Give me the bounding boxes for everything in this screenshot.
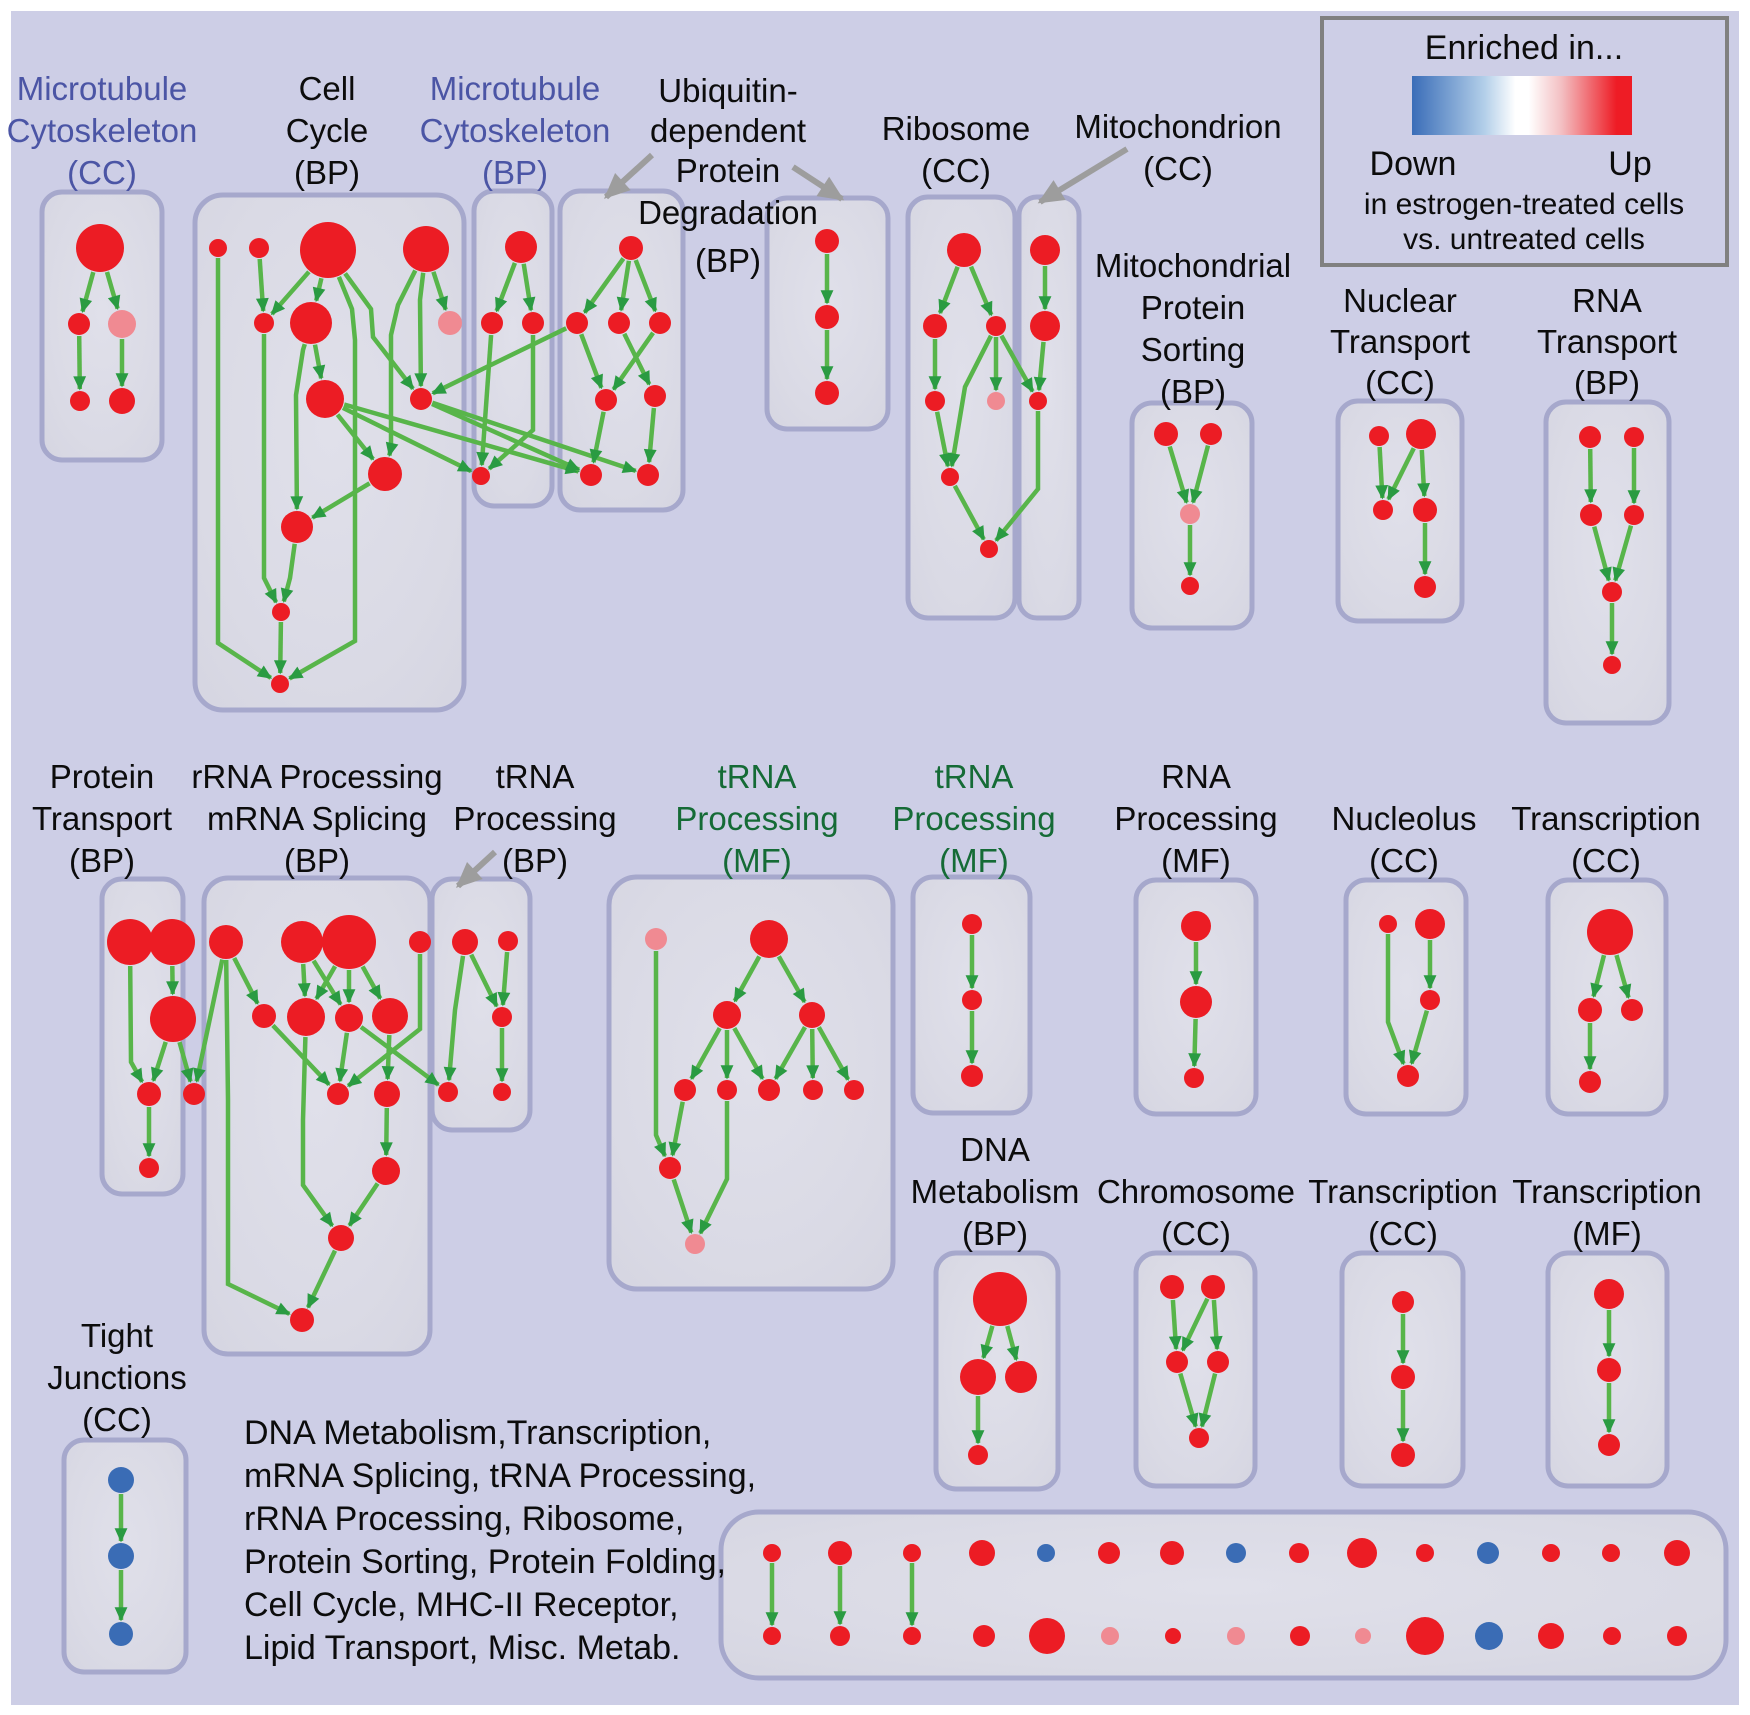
svg-text:(BP): (BP) bbox=[1160, 373, 1226, 410]
svg-text:(CC): (CC) bbox=[1369, 842, 1439, 879]
svg-text:Microtubule: Microtubule bbox=[430, 70, 601, 107]
svg-text:Processing: Processing bbox=[892, 800, 1055, 837]
svg-text:Ribosome: Ribosome bbox=[882, 110, 1031, 147]
svg-text:Junctions: Junctions bbox=[47, 1359, 186, 1396]
svg-text:Transcription: Transcription bbox=[1512, 1173, 1702, 1210]
svg-text:mRNA Splicing, tRNA Processing: mRNA Splicing, tRNA Processing, bbox=[244, 1457, 756, 1495]
svg-text:Processing: Processing bbox=[1114, 800, 1277, 837]
svg-text:tRNA: tRNA bbox=[935, 758, 1014, 795]
svg-text:Down: Down bbox=[1370, 145, 1457, 183]
svg-text:Cell: Cell bbox=[299, 70, 356, 107]
svg-text:(BP): (BP) bbox=[284, 842, 350, 879]
svg-text:Cycle: Cycle bbox=[286, 112, 369, 149]
svg-text:Transport: Transport bbox=[1330, 323, 1470, 360]
svg-text:Cytoskeleton: Cytoskeleton bbox=[420, 112, 611, 149]
svg-text:tRNA: tRNA bbox=[718, 758, 797, 795]
svg-text:Transport: Transport bbox=[1537, 323, 1677, 360]
svg-text:(MF): (MF) bbox=[939, 842, 1009, 879]
svg-text:Degradation: Degradation bbox=[638, 194, 818, 231]
svg-text:Protein: Protein bbox=[676, 152, 781, 189]
svg-text:(BP): (BP) bbox=[482, 154, 548, 191]
svg-text:Microtubule: Microtubule bbox=[17, 70, 188, 107]
svg-text:Processing: Processing bbox=[453, 800, 616, 837]
svg-text:Transcription: Transcription bbox=[1308, 1173, 1498, 1210]
svg-text:Processing: Processing bbox=[675, 800, 838, 837]
svg-text:rRNA Processing: rRNA Processing bbox=[191, 758, 442, 795]
svg-text:vs. untreated cells: vs. untreated cells bbox=[1403, 223, 1645, 256]
svg-text:(CC): (CC) bbox=[921, 152, 991, 189]
svg-text:Sorting: Sorting bbox=[1141, 331, 1246, 368]
svg-text:(BP): (BP) bbox=[294, 154, 360, 191]
svg-text:(BP): (BP) bbox=[962, 1215, 1028, 1252]
svg-text:Protein: Protein bbox=[1141, 289, 1246, 326]
svg-text:Up: Up bbox=[1608, 145, 1651, 183]
svg-text:Metabolism: Metabolism bbox=[911, 1173, 1080, 1210]
svg-text:RNA: RNA bbox=[1572, 282, 1642, 319]
svg-text:RNA: RNA bbox=[1161, 758, 1231, 795]
svg-text:(MF): (MF) bbox=[1572, 1215, 1642, 1252]
svg-text:Protein: Protein bbox=[50, 758, 155, 795]
svg-text:Enriched in...: Enriched in... bbox=[1425, 29, 1623, 67]
svg-text:rRNA Processing, Ribosome,: rRNA Processing, Ribosome, bbox=[244, 1500, 684, 1538]
svg-text:(CC): (CC) bbox=[1368, 1215, 1438, 1252]
svg-text:Mitochondrion: Mitochondrion bbox=[1074, 108, 1281, 145]
svg-text:Lipid Transport, Misc. Metab.: Lipid Transport, Misc. Metab. bbox=[244, 1629, 681, 1667]
svg-text:(CC): (CC) bbox=[1571, 842, 1641, 879]
svg-text:Cell Cycle, MHC-II Receptor,: Cell Cycle, MHC-II Receptor, bbox=[244, 1586, 679, 1624]
svg-text:(CC): (CC) bbox=[67, 154, 137, 191]
svg-text:Transport: Transport bbox=[32, 800, 172, 837]
svg-text:mRNA Splicing: mRNA Splicing bbox=[207, 800, 427, 837]
svg-text:(BP): (BP) bbox=[69, 842, 135, 879]
svg-text:Protein Sorting, Protein Foldi: Protein Sorting, Protein Folding, bbox=[244, 1543, 726, 1581]
svg-text:(CC): (CC) bbox=[1365, 364, 1435, 401]
svg-text:(BP): (BP) bbox=[1574, 364, 1640, 401]
svg-text:(MF): (MF) bbox=[1161, 842, 1231, 879]
svg-text:(CC): (CC) bbox=[1143, 150, 1213, 187]
svg-text:Cytoskeleton: Cytoskeleton bbox=[7, 112, 198, 149]
svg-text:tRNA: tRNA bbox=[496, 758, 575, 795]
svg-text:DNA Metabolism,Transcription,: DNA Metabolism,Transcription, bbox=[244, 1414, 711, 1452]
svg-text:(CC): (CC) bbox=[82, 1401, 152, 1438]
svg-text:Ubiquitin-: Ubiquitin- bbox=[658, 72, 797, 109]
svg-text:(BP): (BP) bbox=[502, 842, 568, 879]
svg-text:Mitochondrial: Mitochondrial bbox=[1095, 247, 1291, 284]
svg-text:Chromosome: Chromosome bbox=[1097, 1173, 1295, 1210]
svg-text:(CC): (CC) bbox=[1161, 1215, 1231, 1252]
svg-text:DNA: DNA bbox=[960, 1131, 1030, 1168]
svg-text:(BP): (BP) bbox=[695, 242, 761, 279]
svg-text:Transcription: Transcription bbox=[1511, 800, 1701, 837]
svg-text:in estrogen-treated cells: in estrogen-treated cells bbox=[1364, 188, 1684, 221]
svg-text:Nuclear: Nuclear bbox=[1343, 282, 1457, 319]
svg-text:(MF): (MF) bbox=[722, 842, 792, 879]
svg-text:Tight: Tight bbox=[81, 1317, 153, 1354]
svg-text:dependent: dependent bbox=[650, 112, 806, 149]
svg-text:Nucleolus: Nucleolus bbox=[1332, 800, 1477, 837]
